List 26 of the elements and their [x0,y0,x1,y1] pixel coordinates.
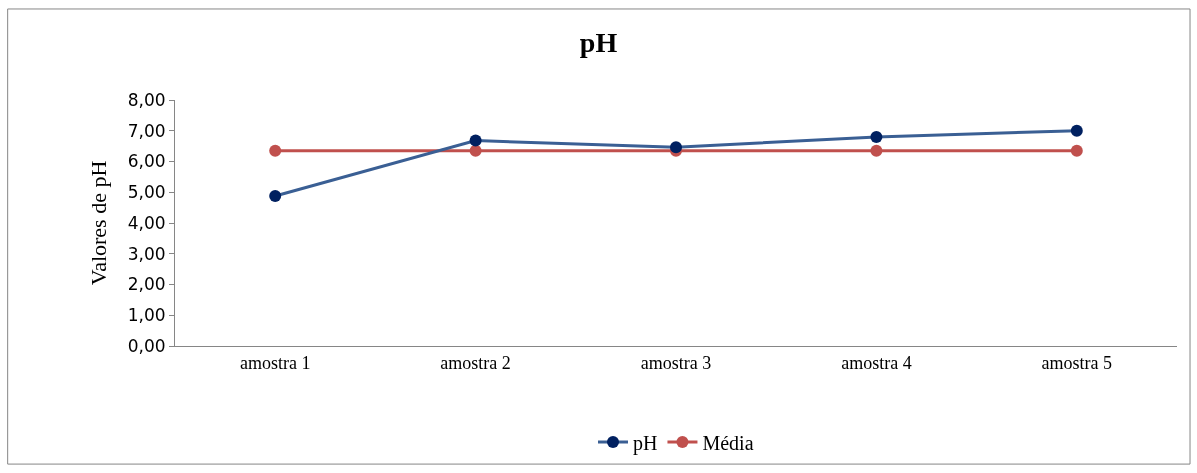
point [870,130,883,143]
x-tick-label: amostra 4 [841,352,912,373]
point [1070,144,1083,157]
point [1070,124,1083,137]
x-tick-label: amostra 3 [640,352,712,373]
y-tick-label: 1,00 [127,305,166,326]
point [870,144,883,157]
y-tick-label: 7,00 [127,120,166,141]
y-tick-label: 2,00 [127,274,166,295]
point [469,134,482,147]
y-tick-label: 0,00 [127,335,166,356]
legend-label: Média [702,431,754,454]
point [469,144,482,157]
chart-title: pH [579,27,618,59]
y-tick-label: 6,00 [127,151,166,172]
y-tick-label: 3,00 [127,243,166,264]
x-tick-label: amostra 1 [239,352,311,373]
x-tick-label: amostra 2 [440,352,511,373]
y-tick-label: 8,00 [127,89,166,110]
x-tick-label: amostra 5 [1041,352,1113,373]
y-tick-label: 4,00 [127,212,166,233]
y-axis-title: Valores de pH [85,160,111,286]
point [269,144,282,157]
legend-label: pH [633,431,658,455]
y-tick-label: 5,00 [127,182,166,203]
point [269,189,282,202]
